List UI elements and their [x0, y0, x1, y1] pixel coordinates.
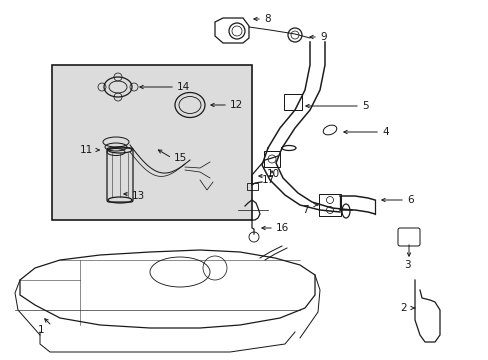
Text: 14: 14	[177, 82, 190, 92]
Text: 8: 8	[264, 14, 270, 24]
FancyBboxPatch shape	[52, 65, 251, 220]
Text: 1: 1	[38, 325, 44, 335]
Text: 10: 10	[266, 169, 280, 179]
Text: 13: 13	[132, 191, 145, 201]
Text: 12: 12	[229, 100, 243, 110]
Text: 6: 6	[406, 195, 413, 205]
Text: 3: 3	[403, 260, 410, 270]
Text: 5: 5	[361, 101, 368, 111]
Text: 16: 16	[275, 223, 289, 233]
Text: 15: 15	[174, 153, 187, 163]
Text: 9: 9	[319, 32, 326, 42]
Text: 11: 11	[80, 145, 93, 155]
Text: 17: 17	[262, 175, 275, 185]
Text: 2: 2	[399, 303, 406, 313]
Text: 7: 7	[302, 205, 308, 215]
Text: 4: 4	[381, 127, 388, 137]
